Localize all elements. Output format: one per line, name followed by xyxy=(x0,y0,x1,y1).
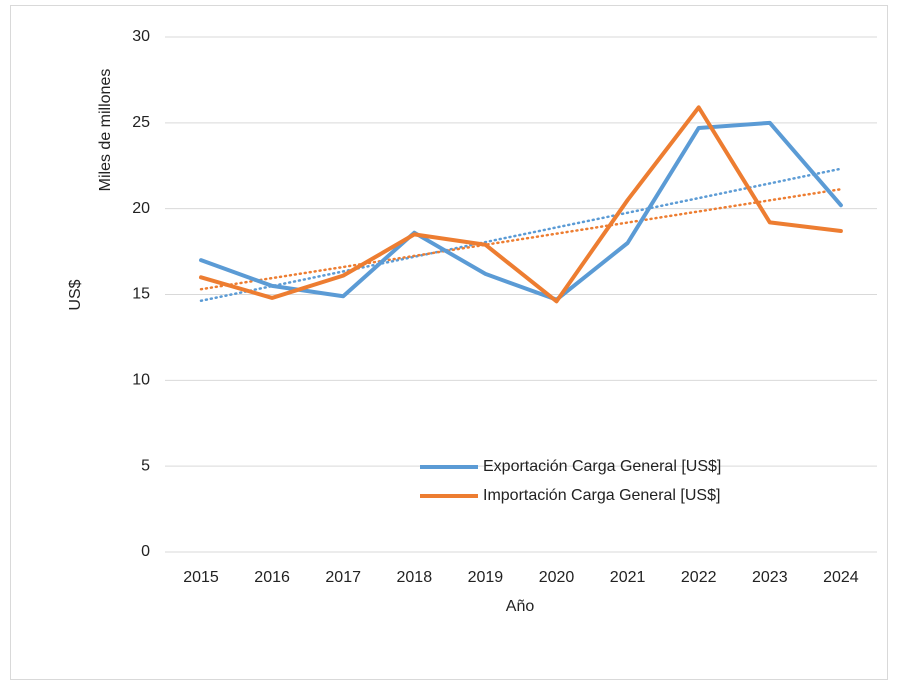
y-tick-label: 0 xyxy=(141,543,150,560)
y-tick-label: 5 xyxy=(141,457,150,474)
y-tick-label: 10 xyxy=(132,372,150,389)
x-tick-label: 2015 xyxy=(183,569,219,586)
trendline xyxy=(199,187,843,291)
x-tick-label: 2016 xyxy=(254,569,290,586)
y-axis-title: US$ xyxy=(67,279,84,310)
x-tick-label: 2022 xyxy=(681,569,717,586)
series-line xyxy=(199,120,843,302)
chart-frame xyxy=(10,5,888,680)
x-tick-label: 2019 xyxy=(468,569,504,586)
x-tick-label: 2020 xyxy=(539,569,575,586)
x-tick-label: 2023 xyxy=(752,569,788,586)
x-tick-label: 2021 xyxy=(610,569,646,586)
y-tick-label: 15 xyxy=(132,286,150,303)
y-tick-label: 30 xyxy=(132,28,150,45)
legend-label: Exportación Carga General [US$] xyxy=(483,458,721,475)
y-unit-label: Miles de millones xyxy=(97,69,114,192)
x-tick-label: 2018 xyxy=(397,569,433,586)
x-tick-label: 2024 xyxy=(823,569,859,586)
legend-label: Importación Carga General [US$] xyxy=(483,487,720,504)
trendline xyxy=(199,167,843,303)
x-axis-title: Año xyxy=(506,598,535,615)
y-tick-label: 20 xyxy=(132,200,150,217)
y-tick-label: 25 xyxy=(132,114,150,131)
series-line xyxy=(199,105,843,304)
x-tick-label: 2017 xyxy=(325,569,361,586)
